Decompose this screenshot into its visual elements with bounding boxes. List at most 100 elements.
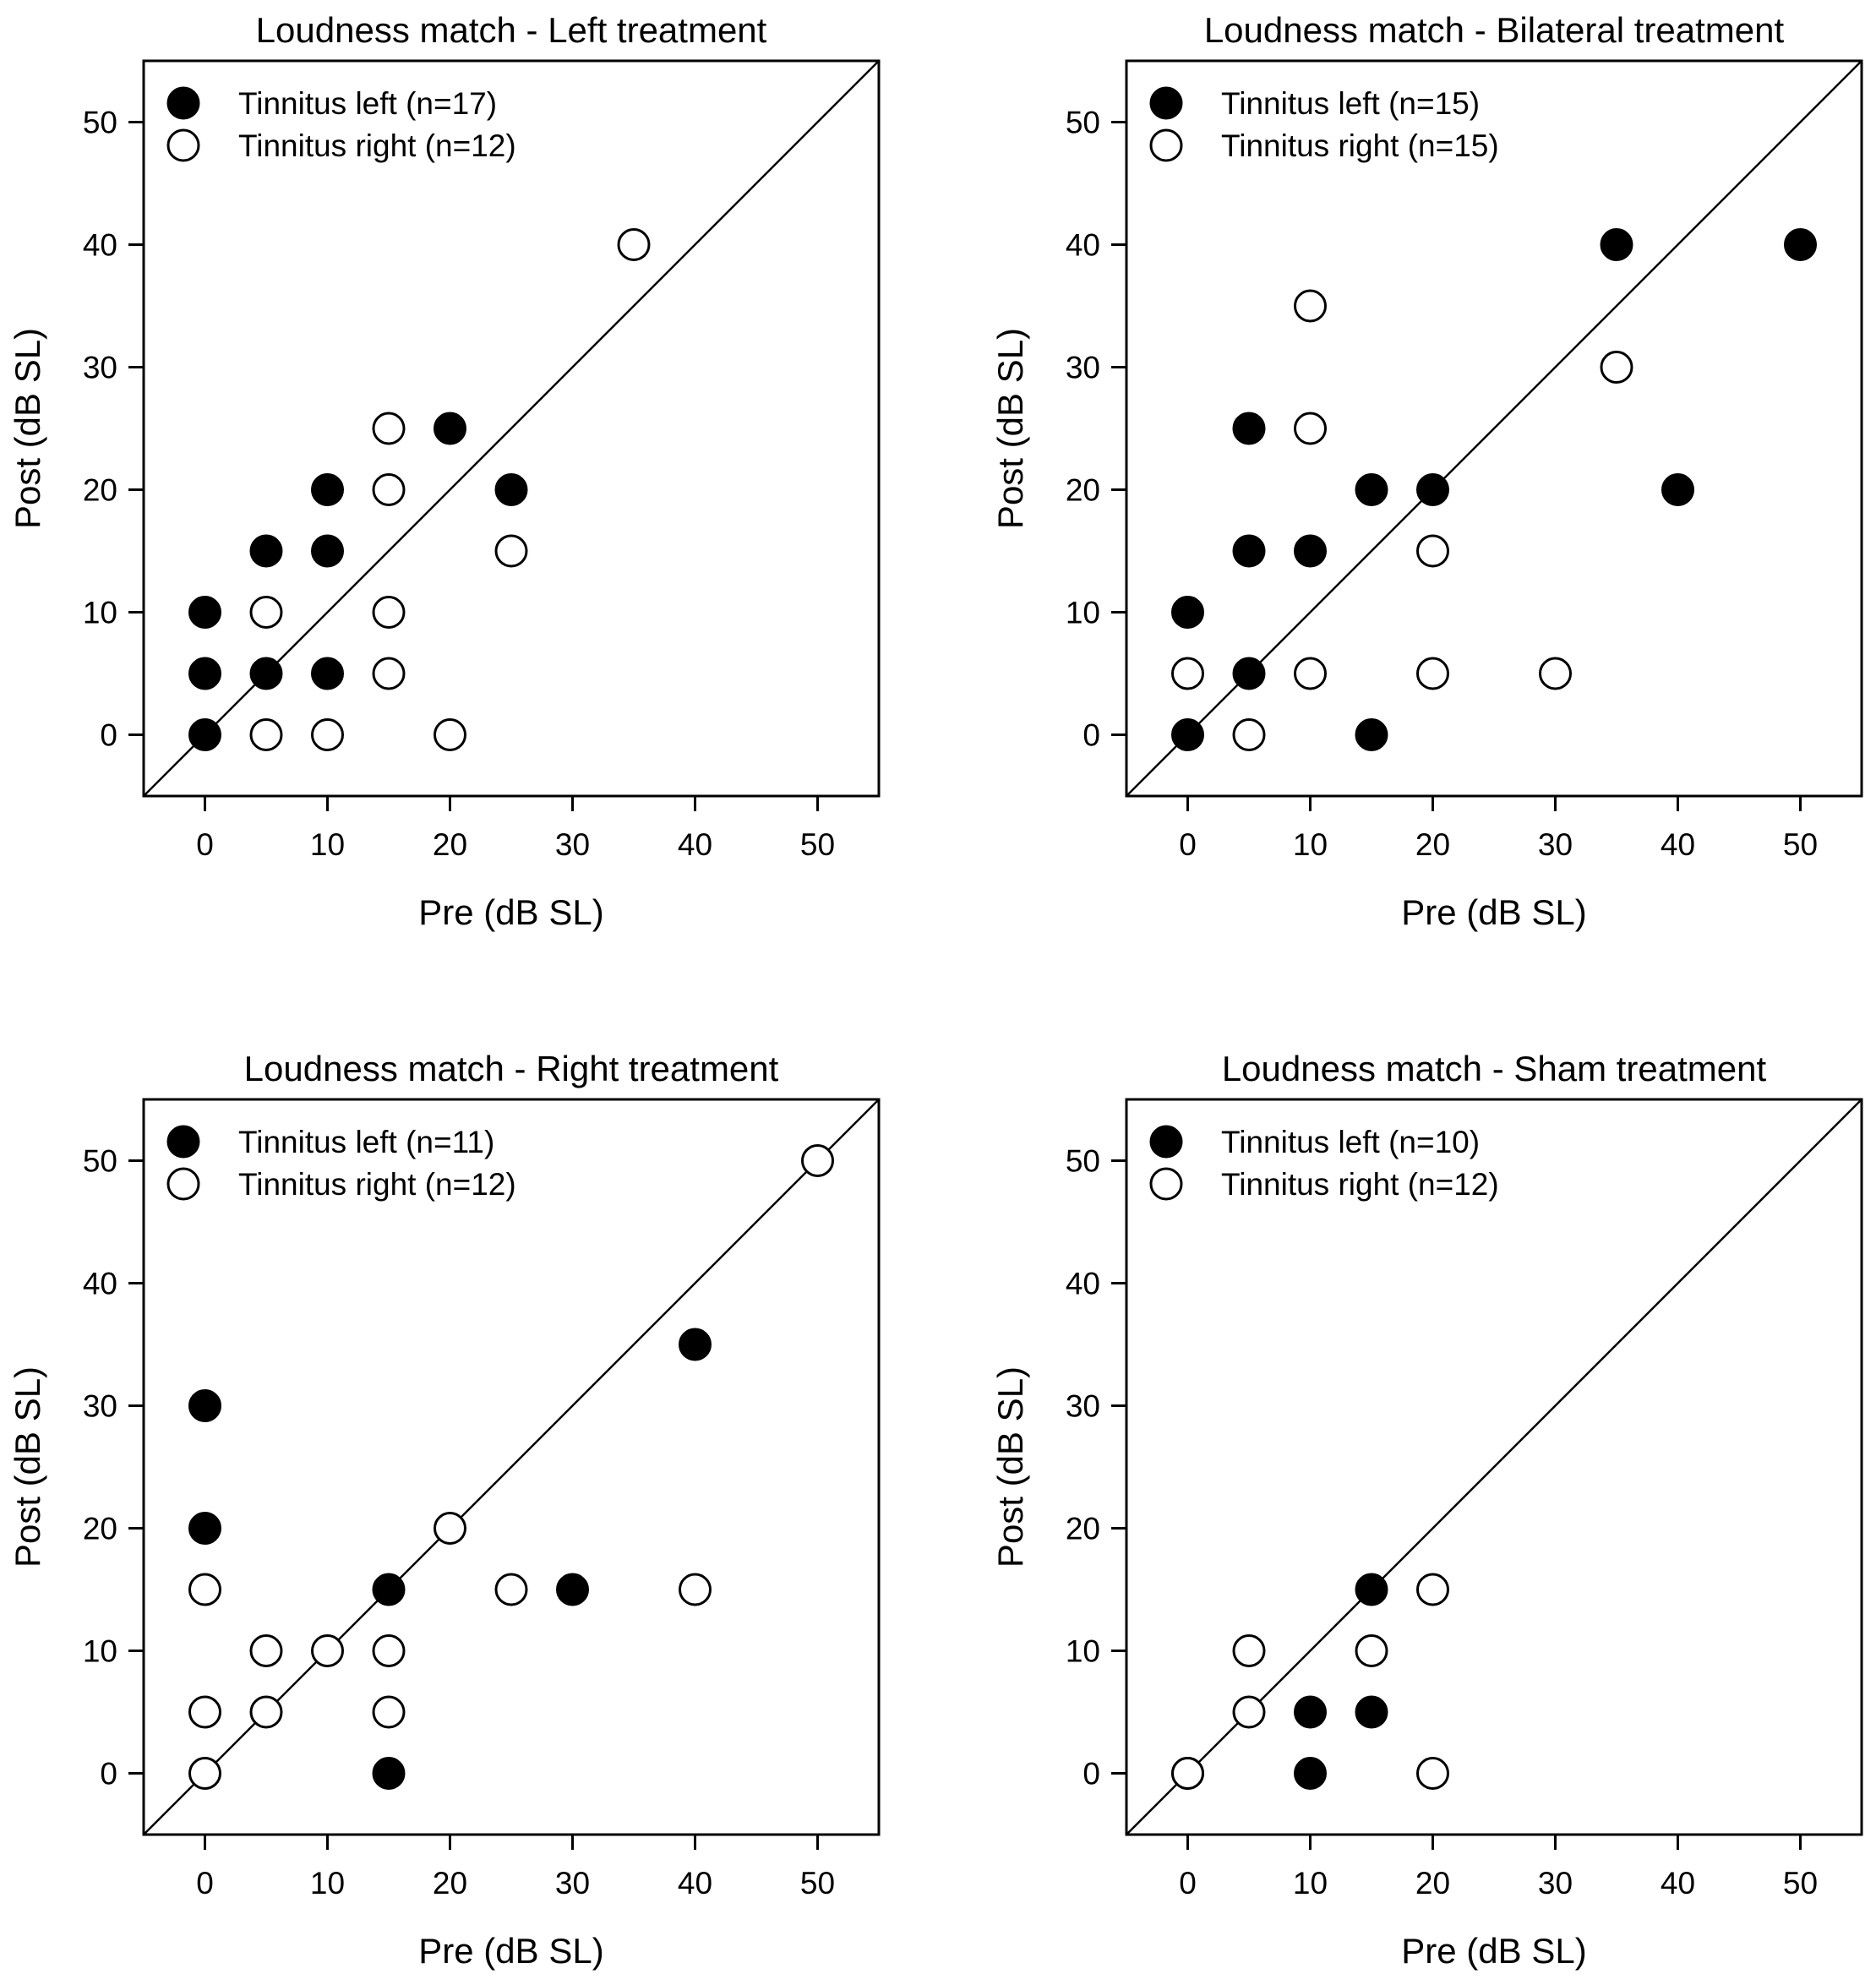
data-point-right — [372, 596, 406, 629]
data-point-right — [249, 1634, 283, 1667]
y-tick-label: 20 — [83, 473, 117, 508]
data-point-right — [1171, 657, 1204, 690]
data-point-right — [494, 534, 528, 568]
data-point-right — [1232, 1695, 1266, 1729]
data-point-right — [1539, 657, 1572, 690]
data-point-right — [434, 1512, 466, 1545]
data-point-left — [188, 1389, 221, 1422]
legend-label: Tinnitus left (n=17) — [238, 86, 497, 121]
data-point-left — [1784, 228, 1817, 261]
y-tick-label: 20 — [83, 1512, 117, 1546]
data-point-left — [434, 412, 466, 445]
data-point-right — [1416, 534, 1449, 568]
data-point-left — [1661, 473, 1694, 506]
data-point-left — [1600, 228, 1633, 261]
plot-frame — [142, 59, 881, 798]
identity-line — [143, 60, 880, 797]
x-tick-label: 20 — [433, 827, 467, 862]
x-tick-label: 40 — [678, 1866, 712, 1900]
y-tick-label: 10 — [1066, 596, 1100, 630]
data-point-left — [1416, 473, 1449, 506]
data-point-right — [249, 718, 283, 751]
y-tick-label: 10 — [83, 596, 117, 630]
y-tick-label: 0 — [100, 1757, 117, 1791]
chart-panel-3: Loudness match - Right treatment 0 10 20 30 4… — [8, 1049, 881, 1971]
data-point-left — [311, 473, 344, 506]
x-axis-label: Pre (dB SL) — [1401, 1931, 1586, 1971]
data-point-right — [1171, 1757, 1204, 1790]
plot-frame — [1125, 1098, 1863, 1836]
x-axis-label: Pre (dB SL) — [1401, 892, 1586, 932]
legend-marker — [1149, 1125, 1183, 1159]
x-tick-label: 40 — [1661, 1866, 1695, 1900]
legend-label: Tinnitus right (n=12) — [238, 128, 516, 163]
data-point-right — [372, 1634, 406, 1667]
x-tick-label: 30 — [1538, 827, 1573, 862]
legend-marker — [166, 86, 200, 120]
data-point-right — [311, 718, 344, 751]
data-point-right — [249, 1695, 283, 1729]
y-tick-label: 10 — [83, 1634, 117, 1669]
chart-panel-4: Loudness match - Sham treatment 0 10 20 30 40… — [990, 1049, 1863, 1971]
x-tick-label: 10 — [310, 827, 345, 862]
legend-label: Tinnitus left (n=11) — [238, 1125, 494, 1159]
data-point-left — [1355, 1573, 1388, 1606]
data-point-left — [1232, 412, 1266, 445]
legend-marker — [166, 128, 200, 162]
x-tick-label: 50 — [800, 1866, 835, 1900]
data-point-left — [249, 534, 283, 568]
data-point-right — [1416, 1573, 1449, 1606]
y-axis-label: Post (dB SL) — [8, 1366, 47, 1568]
legend-marker — [1149, 86, 1183, 120]
y-tick-label: 30 — [1066, 351, 1100, 385]
legend-label: Tinnitus right (n=12) — [238, 1167, 516, 1202]
x-tick-label: 50 — [800, 827, 835, 862]
x-tick-label: 50 — [1783, 827, 1818, 862]
x-axis-label: Pre (dB SL) — [418, 1931, 603, 1971]
identity-line — [1126, 1099, 1862, 1835]
y-tick-label: 50 — [1066, 106, 1100, 140]
legend-label: Tinnitus right (n=15) — [1221, 128, 1499, 163]
y-tick-label: 50 — [1066, 1144, 1100, 1179]
data-point-right — [372, 657, 406, 690]
data-point-right — [617, 228, 651, 261]
chart-panel-1: Loudness match - Left treatment 0 10 20 30 40… — [8, 10, 881, 932]
x-tick-label: 50 — [1783, 1866, 1818, 1900]
data-point-left — [1355, 1695, 1388, 1729]
y-axis-label: Post (dB SL) — [990, 328, 1030, 529]
data-point-right — [1294, 657, 1327, 690]
data-point-right — [372, 473, 406, 506]
identity-line — [143, 1099, 880, 1835]
data-point-right — [1294, 412, 1327, 445]
y-tick-label: 50 — [83, 106, 117, 140]
y-tick-label: 30 — [83, 1389, 117, 1424]
data-point-left — [1294, 534, 1327, 568]
y-tick-label: 50 — [83, 1144, 117, 1179]
data-point-left — [249, 657, 283, 690]
legend-marker — [1149, 1167, 1183, 1201]
x-tick-label: 10 — [310, 1866, 345, 1900]
legend-marker — [166, 1167, 200, 1201]
chart-title: Loudness match - Sham treatment — [1222, 1049, 1767, 1088]
data-point-right — [188, 1695, 221, 1729]
data-point-left — [188, 1512, 221, 1545]
plot-frame — [142, 1098, 881, 1836]
data-point-left — [679, 1328, 712, 1361]
y-tick-label: 0 — [1083, 718, 1100, 753]
data-point-right — [1294, 289, 1327, 323]
data-point-left — [188, 596, 221, 629]
data-point-right — [801, 1144, 834, 1177]
data-point-right — [249, 596, 283, 629]
data-point-right — [372, 1695, 406, 1729]
data-point-right — [434, 718, 466, 751]
data-point-right — [1232, 1634, 1266, 1667]
data-point-left — [1294, 1757, 1327, 1790]
x-tick-label: 30 — [1538, 1866, 1573, 1900]
y-tick-label: 0 — [1083, 1757, 1100, 1791]
x-axis-label: Pre (dB SL) — [418, 892, 603, 932]
data-point-left — [494, 473, 528, 506]
data-point-left — [1171, 718, 1204, 751]
x-tick-label: 40 — [678, 827, 712, 862]
y-tick-label: 40 — [1066, 228, 1100, 263]
